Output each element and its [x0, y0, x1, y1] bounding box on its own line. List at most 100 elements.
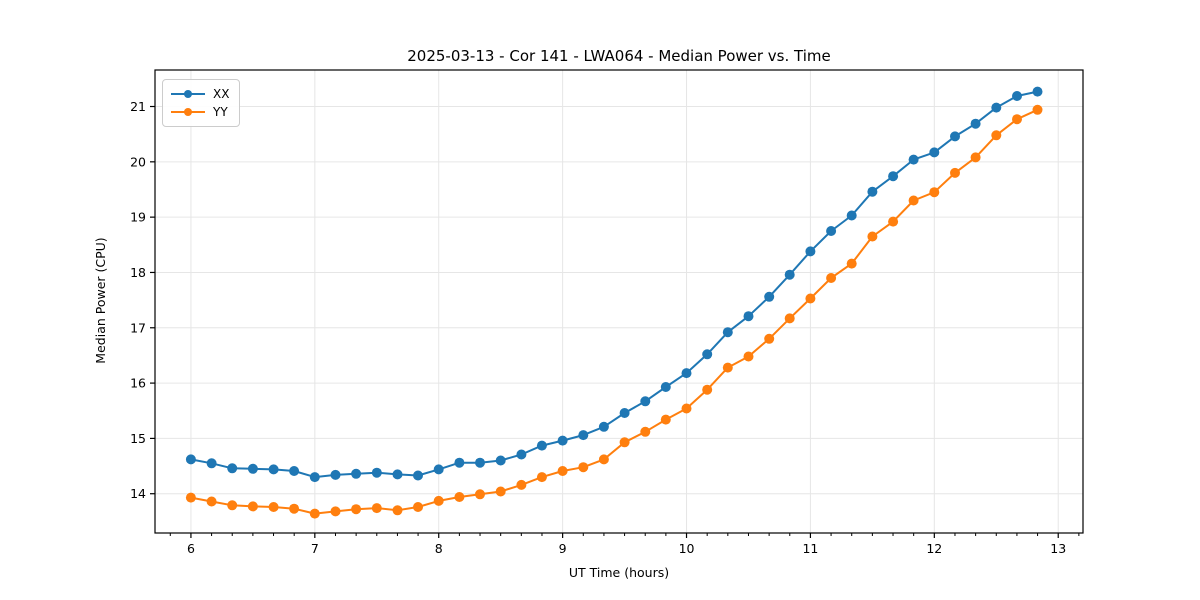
- data-point-yy: [867, 231, 878, 242]
- series-line-xx: [190, 90, 1038, 479]
- data-point-xx: [784, 269, 795, 280]
- data-point-xx: [536, 440, 547, 451]
- y-tick-label: 17: [130, 320, 146, 335]
- data-point-yy: [619, 437, 630, 448]
- data-point-yy: [929, 187, 940, 198]
- data-point-xx: [867, 186, 878, 197]
- y-tick-label: 21: [130, 99, 146, 114]
- data-point-yy: [392, 505, 403, 516]
- data-point-xx: [681, 368, 692, 379]
- x-tick-label: 10: [679, 541, 695, 556]
- data-point-xx: [764, 291, 775, 302]
- data-point-yy: [495, 486, 506, 497]
- data-point-xx: [371, 467, 382, 478]
- data-point-yy: [1012, 114, 1022, 125]
- data-point-xx: [433, 464, 444, 475]
- data-point-xx: [392, 469, 403, 480]
- data-point-xx: [950, 131, 960, 142]
- y-tick-label: 19: [130, 210, 146, 225]
- data-point-yy: [598, 454, 609, 465]
- data-point-yy: [413, 502, 423, 512]
- x-tick-label: 13: [1050, 541, 1066, 556]
- data-point-yy: [743, 351, 754, 362]
- data-point-xx: [598, 421, 609, 432]
- data-point-yy: [826, 273, 837, 283]
- data-point-yy: [908, 195, 919, 206]
- data-point-yy: [784, 313, 795, 324]
- data-point-xx: [578, 430, 589, 441]
- data-point-xx: [268, 464, 279, 475]
- data-point-yy: [557, 466, 568, 476]
- data-point-yy: [516, 479, 527, 490]
- chart-title: 2025-03-13 - Cor 141 - LWA064 - Median P…: [407, 47, 831, 65]
- data-point-xx: [619, 408, 630, 418]
- legend-item-yy: YY: [171, 103, 229, 121]
- data-point-xx: [991, 102, 1002, 113]
- data-point-yy: [206, 496, 217, 507]
- data-point-xx: [330, 469, 341, 480]
- legend: XX YY: [162, 79, 241, 127]
- data-point-yy: [805, 293, 816, 304]
- data-point-xx: [929, 147, 940, 158]
- data-point-xx: [454, 457, 465, 468]
- data-point-xx: [702, 349, 713, 360]
- data-point-yy: [247, 501, 258, 512]
- data-point-xx: [557, 435, 568, 446]
- data-point-yy: [227, 500, 238, 511]
- data-point-xx: [289, 466, 300, 476]
- x-tick-label: 8: [435, 541, 443, 556]
- legend-item-xx: XX: [171, 85, 229, 103]
- data-point-xx: [475, 457, 485, 468]
- data-point-xx: [826, 226, 837, 236]
- data-point-xx: [908, 154, 919, 165]
- data-point-yy: [722, 362, 733, 373]
- data-point-xx: [640, 396, 651, 407]
- y-tick-label: 20: [130, 154, 146, 169]
- data-point-xx: [309, 472, 320, 483]
- legend-label-xx: XX: [213, 87, 230, 101]
- data-point-yy: [433, 495, 444, 506]
- data-point-xx: [743, 311, 754, 322]
- data-point-yy: [309, 508, 320, 519]
- data-point-xx: [351, 468, 362, 479]
- data-point-xx: [516, 449, 527, 460]
- data-point-yy: [454, 492, 465, 502]
- data-point-yy: [351, 504, 362, 515]
- data-point-yy: [371, 503, 382, 514]
- data-point-xx: [722, 327, 733, 338]
- data-point-xx: [495, 455, 506, 466]
- data-point-yy: [289, 503, 300, 514]
- data-point-xx: [413, 470, 423, 481]
- data-point-xx: [227, 463, 238, 474]
- y-axis-label: Median Power (CPU): [93, 237, 108, 364]
- legend-marker-xx-icon: [171, 89, 205, 99]
- y-tick-label: 14: [130, 486, 146, 501]
- x-tick-label: 11: [802, 541, 818, 556]
- data-point-yy: [536, 472, 547, 483]
- y-tick-label: 16: [130, 376, 146, 391]
- legend-label-yy: YY: [213, 105, 228, 119]
- data-point-yy: [970, 152, 981, 163]
- data-point-yy: [660, 414, 671, 425]
- data-point-yy: [185, 492, 196, 503]
- data-point-yy: [991, 130, 1002, 141]
- data-point-yy: [764, 333, 775, 344]
- y-tick-label: 18: [130, 265, 146, 280]
- axes-spines: [154, 69, 1084, 534]
- x-tick-label: 9: [559, 541, 567, 556]
- series-line-yy: [190, 108, 1038, 515]
- x-tick-label: 7: [311, 541, 319, 556]
- x-tick-label: 6: [187, 541, 195, 556]
- data-point-yy: [950, 167, 960, 178]
- x-axis-label: UT Time (hours): [568, 565, 670, 580]
- data-point-xx: [846, 210, 857, 221]
- data-point-yy: [578, 462, 589, 473]
- data-point-yy: [640, 426, 651, 437]
- data-point-yy: [268, 502, 279, 512]
- data-point-yy: [330, 506, 341, 517]
- data-point-yy: [475, 489, 485, 500]
- data-point-xx: [970, 118, 981, 129]
- data-point-yy: [681, 403, 692, 414]
